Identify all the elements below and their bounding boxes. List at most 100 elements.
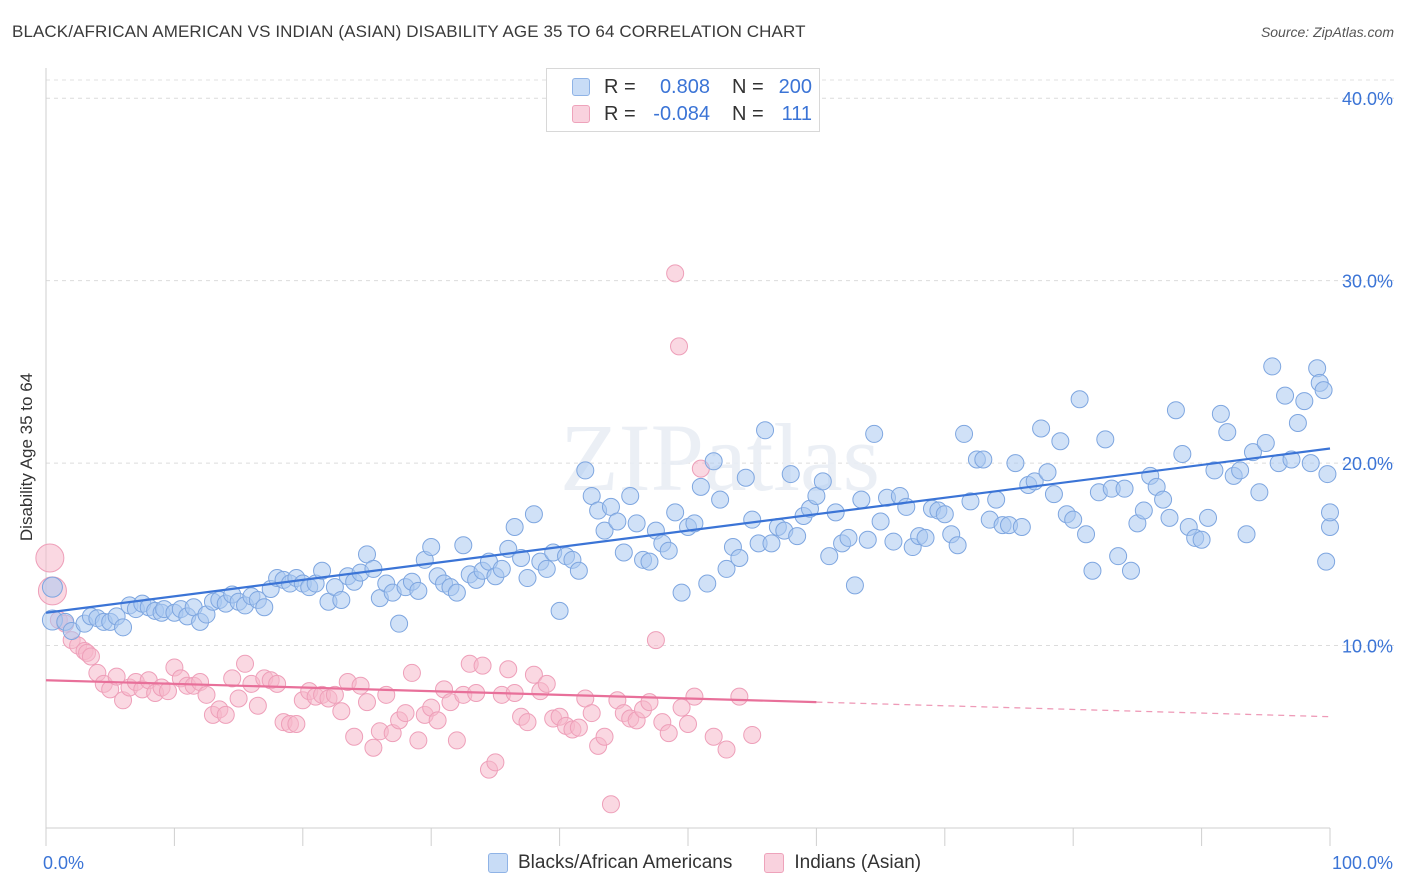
data-point-black [114, 618, 133, 637]
data-point-black [1121, 561, 1140, 580]
legend-r-label: R = [604, 102, 636, 125]
indian-points [35, 264, 762, 814]
data-point-black [884, 532, 903, 551]
data-point-black [1295, 392, 1314, 411]
black-points [41, 357, 1339, 640]
data-point-indian [236, 654, 255, 673]
data-point-black [1160, 508, 1179, 527]
data-point-black [845, 576, 864, 595]
data-point-black [974, 450, 993, 469]
data-point-black [1006, 454, 1025, 473]
data-point-indian [81, 647, 100, 666]
data-point-indian [666, 264, 685, 283]
data-point-black [666, 503, 685, 522]
data-point-indian [486, 753, 505, 772]
legend-row-blacks: R = 0.808 N = 200 [572, 74, 812, 100]
data-point-black [659, 541, 678, 560]
axes [45, 68, 1331, 846]
data-point-indian [158, 682, 177, 701]
data-point-black [1070, 390, 1089, 409]
data-point-black [987, 490, 1006, 509]
data-point-indian [447, 731, 466, 750]
data-point-indian [524, 665, 543, 684]
data-point-black [1256, 434, 1275, 453]
data-point-black [1166, 401, 1185, 420]
legend-swatch-blacks [572, 78, 590, 96]
data-point-indian [601, 795, 620, 814]
data-point-indian [730, 687, 749, 706]
series-swatch-indians [764, 853, 785, 873]
data-point-black [1199, 508, 1218, 527]
data-point-black [550, 601, 569, 620]
data-point-black [852, 490, 871, 509]
series-legend: Blacks/African Americans Indians (Asian) [488, 852, 953, 874]
data-point-black [595, 521, 614, 540]
data-point-indian [743, 725, 762, 744]
data-point-black [1321, 503, 1339, 522]
series-legend-label: Blacks/African Americans [518, 852, 733, 873]
data-point-black [1115, 479, 1134, 498]
data-point-black [858, 530, 877, 549]
data-point-black [390, 614, 409, 633]
legend-n-value: 111 [781, 102, 812, 125]
data-point-black [717, 559, 736, 578]
data-point-black [492, 559, 511, 578]
trend-line-indians-extension [816, 701, 1331, 718]
data-point-black [916, 528, 935, 547]
legend-row-indians: R = -0.084 N = 111 [572, 101, 812, 127]
data-point-indian [35, 543, 65, 573]
data-point-indian [358, 693, 376, 712]
data-point-black [313, 561, 332, 580]
data-point-black [524, 505, 543, 524]
data-point-black [1096, 430, 1115, 449]
data-point-black [41, 576, 63, 598]
trend-line-indians [45, 679, 817, 704]
data-point-black [447, 583, 466, 602]
data-point-black [1231, 461, 1250, 480]
series-legend-blacks[interactable]: Blacks/African Americans [488, 852, 732, 874]
data-point-indian [248, 696, 267, 715]
series-legend-indians[interactable]: Indians (Asian) [764, 852, 921, 874]
source-label: Source: ZipAtlas.com [1260, 24, 1394, 40]
data-point-black [409, 581, 428, 600]
data-point-black [640, 552, 659, 571]
data-point-black [691, 477, 710, 496]
data-point-black [736, 468, 755, 487]
data-point-indian [197, 685, 216, 704]
legend-n-label: N = [732, 75, 764, 98]
data-point-black [813, 472, 832, 491]
y-tick-label: 40.0% [1342, 89, 1393, 109]
trend-lines [45, 447, 1331, 718]
data-point-indian [646, 631, 665, 650]
y-tick-label: 10.0% [1342, 637, 1393, 657]
data-point-black [820, 547, 839, 566]
data-point-black [512, 548, 531, 567]
data-point-indian [595, 727, 614, 746]
data-point-black [1077, 525, 1096, 544]
legend-n-label: N = [732, 102, 764, 125]
data-point-black [614, 543, 633, 562]
data-point-indian [351, 676, 370, 695]
data-point-black [711, 490, 730, 509]
data-point-black [1263, 357, 1282, 376]
data-point-black [685, 514, 704, 533]
data-point-black [576, 461, 595, 480]
data-point-black [1012, 517, 1031, 536]
y-axis-label: Disability Age 35 to 64 [17, 373, 36, 541]
data-point-indian [223, 669, 242, 688]
trend-line-blacks [45, 447, 1331, 614]
data-point-indian [685, 687, 704, 706]
data-point-black [608, 512, 627, 531]
legend-r-value: -0.084 [653, 102, 710, 125]
data-point-black [422, 538, 441, 557]
data-point-black [1192, 530, 1211, 549]
data-point-indian [582, 704, 601, 723]
data-point-black [1173, 445, 1192, 463]
data-point-indian [717, 740, 736, 759]
data-point-black [1318, 465, 1337, 484]
data-point-black [505, 517, 524, 536]
data-point-black [781, 465, 800, 484]
data-point-indian [409, 731, 428, 750]
data-point-indian [268, 674, 287, 693]
